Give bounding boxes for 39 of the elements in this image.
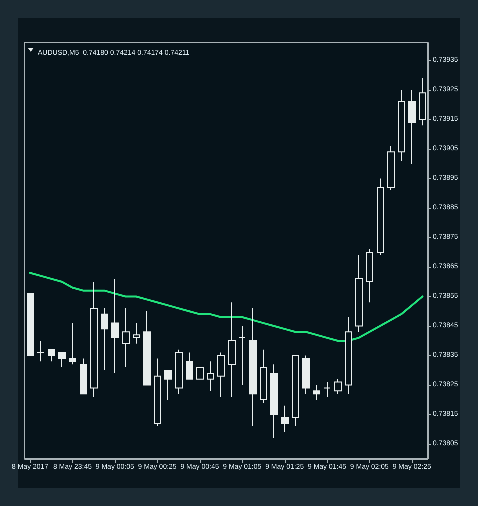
candlestick <box>292 355 299 428</box>
candlestick <box>196 367 204 380</box>
candlestick <box>101 308 108 371</box>
candlestick <box>37 340 45 362</box>
candlestick <box>80 358 87 395</box>
candlestick <box>324 382 331 398</box>
candlestick <box>143 310 151 386</box>
candlestick <box>186 352 193 380</box>
line-series <box>29 272 424 342</box>
candlestick <box>302 355 310 395</box>
candlestick <box>133 322 140 344</box>
candlestick <box>217 352 225 398</box>
candlestick <box>69 322 76 366</box>
candlestick <box>281 405 289 433</box>
candlestick <box>345 316 352 395</box>
candlestick <box>164 370 172 400</box>
candlestick <box>419 78 426 126</box>
candlestick <box>239 326 246 386</box>
candlestick <box>48 349 55 362</box>
candlestick <box>270 364 278 439</box>
candlestick <box>90 281 98 398</box>
candlestick <box>260 349 267 404</box>
candlestick <box>366 249 373 304</box>
candlestick <box>154 358 161 428</box>
candlestick <box>249 308 257 428</box>
candlestick <box>228 302 236 398</box>
candlestick <box>313 384 320 400</box>
candlestick <box>355 254 363 333</box>
candlestick <box>58 352 66 368</box>
candlestick <box>27 293 34 356</box>
candlestick <box>207 361 214 392</box>
candlestick <box>334 378 342 395</box>
candlestick <box>377 178 384 256</box>
candlestick <box>387 146 395 192</box>
candlestick <box>398 90 405 162</box>
candlestick <box>122 308 130 368</box>
candlestick <box>111 278 119 374</box>
candlestick <box>408 90 416 164</box>
candlestick <box>175 349 183 395</box>
